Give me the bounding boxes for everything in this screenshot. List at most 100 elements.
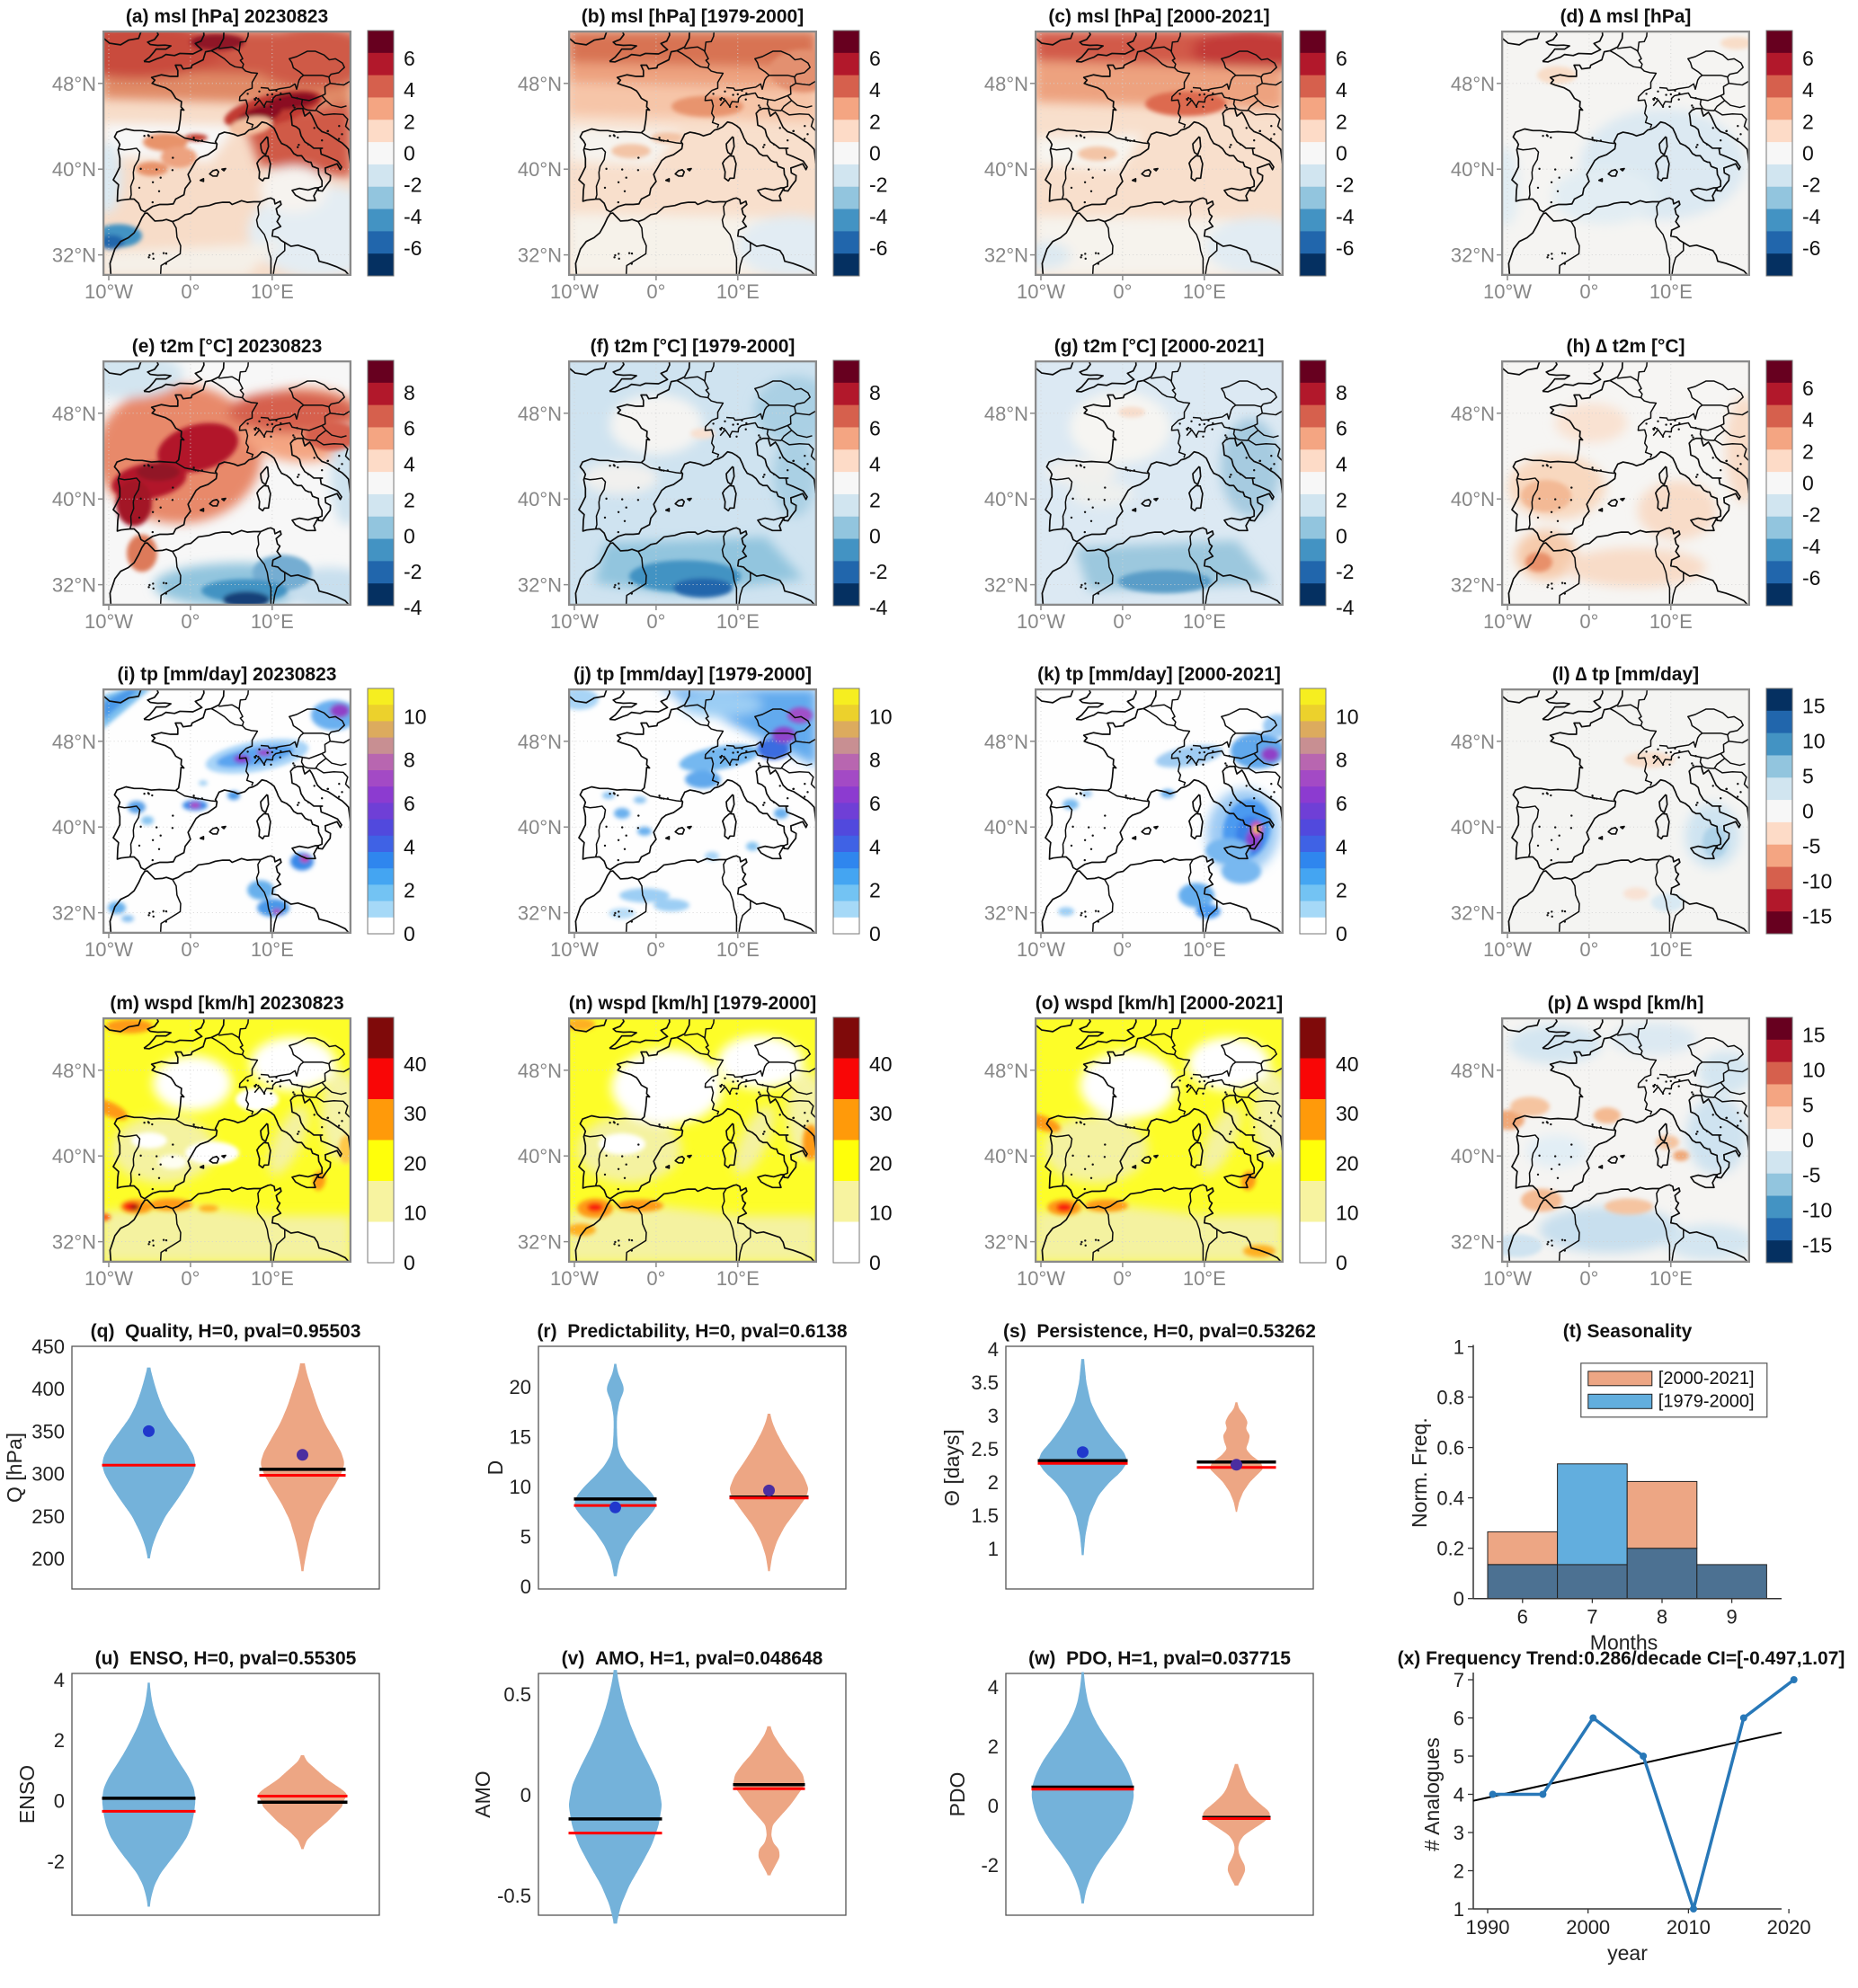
- svg-text:4: 4: [1336, 835, 1347, 858]
- svg-text:30: 30: [404, 1102, 427, 1125]
- svg-text:450: 450: [31, 1336, 65, 1358]
- svg-text:2.5: 2.5: [971, 1438, 999, 1460]
- svg-text:(k) tp [mm/day] [2000-2021]: (k) tp [mm/day] [2000-2021]: [1037, 664, 1281, 685]
- svg-text:48°N: 48°N: [518, 731, 562, 753]
- svg-text:(s) Persistence, H=0, pval=0.: (s) Persistence, H=0, pval=0.53262: [1003, 1321, 1316, 1342]
- svg-text:3: 3: [988, 1405, 999, 1427]
- svg-text:32°N: 32°N: [1451, 574, 1495, 597]
- svg-text:(e) t2m [°C] 20230823: (e) t2m [°C] 20230823: [132, 336, 323, 357]
- svg-text:-6: -6: [1802, 236, 1820, 260]
- svg-text:-2: -2: [981, 1854, 999, 1877]
- svg-text:0°: 0°: [181, 610, 200, 633]
- svg-text:400: 400: [31, 1378, 65, 1400]
- svg-text:0: 0: [869, 1251, 881, 1274]
- svg-text:0°: 0°: [1113, 938, 1132, 961]
- svg-text:40: 40: [1336, 1052, 1359, 1076]
- svg-text:2: 2: [869, 488, 881, 511]
- svg-text:6: 6: [869, 47, 881, 70]
- svg-text:-10: -10: [1802, 870, 1832, 893]
- svg-text:7: 7: [1587, 1606, 1597, 1629]
- svg-text:year: year: [1607, 1941, 1648, 1965]
- svg-text:0°: 0°: [181, 1267, 200, 1290]
- svg-text:10°E: 10°E: [251, 1267, 294, 1290]
- svg-text:(i) tp [mm/day] 20230823: (i) tp [mm/day] 20230823: [118, 664, 337, 685]
- svg-text:(f) t2m [°C] [1979-2000]: (f) t2m [°C] [1979-2000]: [591, 336, 796, 357]
- svg-text:30: 30: [1336, 1102, 1359, 1125]
- svg-text:200: 200: [31, 1548, 65, 1570]
- svg-text:0°: 0°: [181, 938, 200, 961]
- svg-text:300: 300: [31, 1463, 65, 1486]
- svg-text:0°: 0°: [1579, 938, 1598, 961]
- svg-text:0: 0: [869, 524, 881, 547]
- svg-text:Θ [days]: Θ [days]: [940, 1429, 964, 1506]
- svg-text:-4: -4: [404, 205, 422, 228]
- svg-text:2: 2: [54, 1729, 65, 1752]
- svg-text:7: 7: [1454, 1669, 1464, 1691]
- svg-text:2020: 2020: [1767, 1916, 1811, 1939]
- svg-text:9: 9: [1726, 1606, 1737, 1629]
- svg-text:8: 8: [404, 381, 415, 404]
- svg-text:8: 8: [404, 749, 415, 772]
- svg-text:32°N: 32°N: [52, 902, 96, 925]
- svg-text:2: 2: [404, 879, 415, 902]
- svg-text:0°: 0°: [181, 280, 200, 303]
- svg-text:-6: -6: [869, 236, 887, 260]
- svg-text:8: 8: [1336, 749, 1347, 772]
- svg-text:32°N: 32°N: [518, 574, 562, 597]
- svg-text:AMO: AMO: [471, 1771, 494, 1817]
- svg-text:2: 2: [1802, 110, 1814, 133]
- svg-text:32°N: 32°N: [518, 244, 562, 267]
- svg-text:4: 4: [54, 1669, 65, 1691]
- svg-text:40°N: 40°N: [52, 158, 96, 181]
- svg-text:-2: -2: [869, 560, 887, 583]
- svg-text:0°: 0°: [1113, 280, 1132, 303]
- svg-text:48°N: 48°N: [1451, 403, 1495, 425]
- svg-text:10°W: 10°W: [84, 610, 133, 633]
- svg-text:48°N: 48°N: [1451, 73, 1495, 95]
- svg-text:10: 10: [404, 705, 427, 728]
- svg-text:-4: -4: [1336, 205, 1355, 228]
- svg-text:10: 10: [869, 1202, 893, 1225]
- svg-text:6: 6: [1336, 47, 1347, 70]
- svg-text:10°W: 10°W: [550, 1267, 599, 1290]
- svg-text:0°: 0°: [646, 610, 665, 633]
- svg-text:6: 6: [869, 792, 881, 815]
- svg-text:4: 4: [869, 78, 881, 102]
- svg-text:# Analogues: # Analogues: [1420, 1737, 1444, 1851]
- svg-text:8: 8: [869, 381, 881, 404]
- svg-text:10°W: 10°W: [550, 280, 599, 303]
- svg-text:10°W: 10°W: [1483, 1267, 1532, 1290]
- svg-text:6: 6: [404, 792, 415, 815]
- svg-text:10: 10: [1802, 730, 1826, 753]
- svg-text:20: 20: [869, 1152, 893, 1176]
- svg-text:-2: -2: [869, 173, 887, 197]
- svg-text:3: 3: [1454, 1822, 1464, 1844]
- svg-text:-6: -6: [1802, 566, 1820, 590]
- svg-text:40°N: 40°N: [518, 158, 562, 181]
- svg-text:2: 2: [988, 1735, 999, 1758]
- svg-text:0.4: 0.4: [1436, 1487, 1464, 1510]
- svg-text:10°W: 10°W: [1017, 1267, 1065, 1290]
- svg-text:48°N: 48°N: [518, 1060, 562, 1082]
- svg-text:0: 0: [520, 1784, 531, 1806]
- svg-text:0°: 0°: [1579, 610, 1598, 633]
- svg-text:0: 0: [869, 922, 881, 945]
- svg-text:0: 0: [1336, 1251, 1347, 1274]
- svg-text:-4: -4: [1802, 205, 1821, 228]
- svg-text:(r) Predictability, H=0, pval: (r) Predictability, H=0, pval=0.6138: [537, 1321, 847, 1342]
- svg-text:-4: -4: [869, 596, 888, 619]
- svg-text:(q) Quality, H=0, pval=0.9550: (q) Quality, H=0, pval=0.95503: [91, 1321, 361, 1342]
- svg-text:2: 2: [1336, 110, 1347, 133]
- svg-text:6: 6: [404, 47, 415, 70]
- svg-text:6: 6: [1802, 47, 1814, 70]
- svg-text:0°: 0°: [646, 938, 665, 961]
- svg-text:40°N: 40°N: [1451, 158, 1495, 181]
- svg-text:-5: -5: [1802, 1164, 1820, 1187]
- svg-text:(n) wspd [km/h] [1979-2000]: (n) wspd [km/h] [1979-2000]: [569, 993, 816, 1014]
- svg-text:10°E: 10°E: [716, 938, 760, 961]
- svg-text:0°: 0°: [646, 1267, 665, 1290]
- svg-text:40°N: 40°N: [52, 488, 96, 510]
- svg-text:0: 0: [1802, 800, 1814, 823]
- svg-text:10°W: 10°W: [1017, 938, 1065, 961]
- svg-text:1: 1: [988, 1538, 999, 1560]
